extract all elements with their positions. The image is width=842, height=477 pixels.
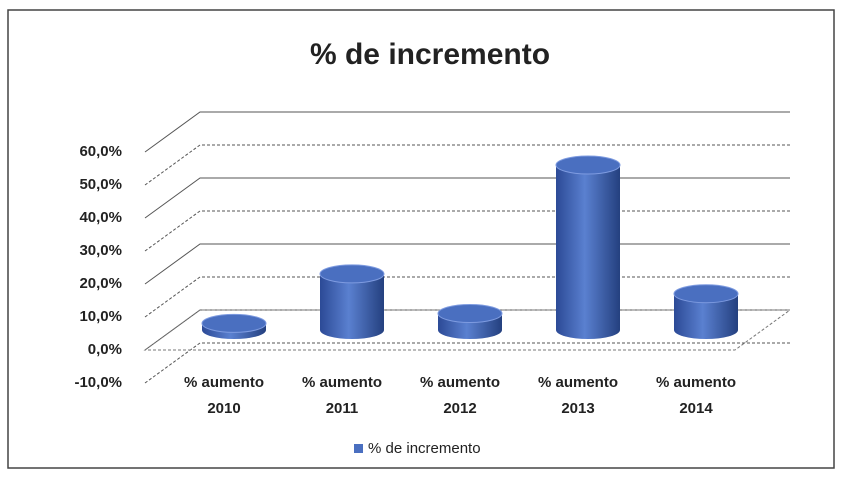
bar [437,304,503,339]
chart-frame [7,9,835,469]
grid-line [144,144,790,186]
legend-label: % de incremento [368,440,481,457]
chart-title: % de incremento [310,38,550,71]
y-tick-label: 30,0% [79,242,122,259]
legend-swatch [354,444,363,453]
x-tick-label: % aumento 2014 [656,374,736,417]
bar [555,155,621,339]
cylinder-top [673,284,739,304]
x-tick-line: % aumento [656,374,736,391]
floor [143,309,792,351]
cylinder-body [674,293,738,339]
cylinder-body [320,273,384,339]
x-tick-line: % aumento [420,374,500,391]
cylinder-top [201,313,267,333]
grid-line [144,111,790,153]
y-tick-label: 60,0% [79,143,122,160]
bar [319,264,385,339]
x-tick-label: % aumento 2012 [420,374,500,417]
y-tick-label: 10,0% [79,308,122,325]
y-tick-label: -10,0% [74,374,122,391]
x-tick-line: 2011 [326,400,359,417]
grid-line [144,342,790,384]
x-tick-line: 2012 [443,400,476,417]
x-tick-label: % aumento 2010 [184,374,264,417]
x-tick-line: % aumento [184,374,264,391]
x-tick-line: 2014 [679,400,713,417]
cylinder-top [555,155,621,175]
y-tick-label: 20,0% [79,275,122,292]
y-tick-label: 40,0% [79,209,122,226]
cylinder-top [437,304,503,323]
bar [201,313,267,339]
bar [673,284,739,339]
x-tick-line: % aumento [538,374,618,391]
y-tick-label: 0,0% [88,341,122,358]
x-tick-line: 2010 [207,400,240,417]
x-tick-label: % aumento 2013 [538,374,618,417]
cylinder-top [319,264,385,284]
cylinder-body [556,165,620,339]
x-tick-label: % aumento 2011 [302,374,382,417]
y-tick-label: 50,0% [79,176,122,193]
x-tick-line: 2013 [561,400,594,417]
x-tick-line: % aumento [302,374,382,391]
